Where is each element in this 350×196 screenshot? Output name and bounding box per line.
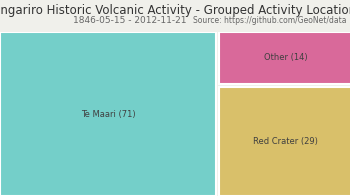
Text: Red Crater (29): Red Crater (29)	[253, 137, 318, 146]
Bar	[219, 32, 350, 84]
Bar	[219, 87, 350, 196]
Text: Tongariro Historic Volcanic Activity - Grouped Activity Locations: Tongariro Historic Volcanic Activity - G…	[0, 4, 350, 17]
Bar	[0, 32, 217, 196]
Text: 1846-05-15 - 2012-11-21: 1846-05-15 - 2012-11-21	[73, 16, 186, 25]
Text: Other (14): Other (14)	[264, 54, 307, 63]
Text: Source: https://github.com/GeoNet/data: Source: https://github.com/GeoNet/data	[193, 16, 346, 25]
Text: Te Maari (71): Te Maari (71)	[81, 110, 135, 119]
